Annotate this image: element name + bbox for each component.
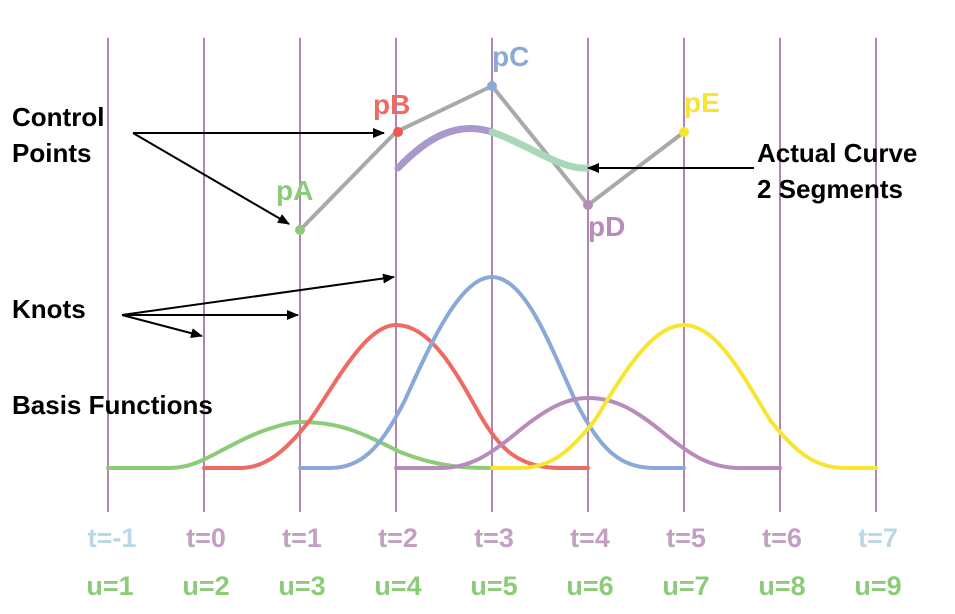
u-label: u=3 — [278, 571, 325, 601]
u-label: u=7 — [662, 571, 709, 601]
curve-segment-1 — [394, 124, 496, 172]
control-point-pA — [295, 225, 305, 235]
arrow-knot-t0 — [121, 314, 203, 339]
basis-curve-green — [106, 419, 494, 470]
t-label: t=4 — [570, 523, 610, 553]
label-pD: pD — [588, 211, 625, 242]
knots-label: Knots — [12, 294, 86, 324]
control-point-labels: pA pB pC pD pE — [276, 41, 720, 242]
basis-curve-blue — [298, 274, 686, 470]
annotation-arrows — [121, 128, 754, 339]
control-point-pC — [487, 81, 497, 91]
label-pE: pE — [684, 87, 720, 118]
label-pA: pA — [276, 175, 313, 206]
label-pB: pB — [373, 89, 410, 120]
u-label: u=1 — [86, 571, 133, 601]
arrow-knot-t2 — [121, 273, 395, 316]
arrow-control-to-pA — [132, 132, 290, 225]
control-point-pD — [583, 200, 593, 210]
u-label: u=6 — [566, 571, 613, 601]
control-point-pB — [393, 127, 403, 137]
t-axis-labels: t=-1 t=0 t=1 t=2 t=3 t=4 t=5 t=6 t=7 — [88, 523, 898, 553]
control-point-pE — [679, 127, 689, 137]
u-axis-labels: u=1 u=2 u=3 u=4 u=5 u=6 u=7 u=8 u=9 — [86, 571, 901, 601]
t-label: t=1 — [282, 523, 322, 553]
t-label: t=7 — [858, 523, 898, 553]
u-label: u=9 — [854, 571, 901, 601]
t-label: t=3 — [474, 523, 514, 553]
basis-functions — [106, 274, 878, 470]
control-points-label-2: Points — [12, 138, 91, 168]
control-points-label-1: Control — [12, 102, 104, 132]
control-point-markers — [295, 81, 689, 235]
actual-curve-label-1: Actual Curve — [757, 138, 917, 168]
basis-curve-purple — [394, 395, 782, 470]
annotations: Control Points Knots Basis Functions Act… — [12, 102, 917, 420]
actual-curve-label-2: 2 Segments — [757, 174, 903, 204]
u-label: u=2 — [182, 571, 229, 601]
t-label: t=2 — [378, 523, 418, 553]
t-label: t=6 — [762, 523, 802, 553]
u-label: u=4 — [374, 571, 421, 601]
t-label: t=-1 — [88, 523, 137, 553]
label-pC: pC — [492, 41, 529, 72]
curve-segment-2 — [488, 128, 592, 172]
u-label: u=5 — [470, 571, 517, 601]
u-label: u=8 — [758, 571, 805, 601]
t-label: t=0 — [186, 523, 226, 553]
basis-functions-label: Basis Functions — [12, 390, 213, 420]
t-label: t=5 — [666, 523, 706, 553]
basis-curve-yellow — [490, 322, 878, 470]
